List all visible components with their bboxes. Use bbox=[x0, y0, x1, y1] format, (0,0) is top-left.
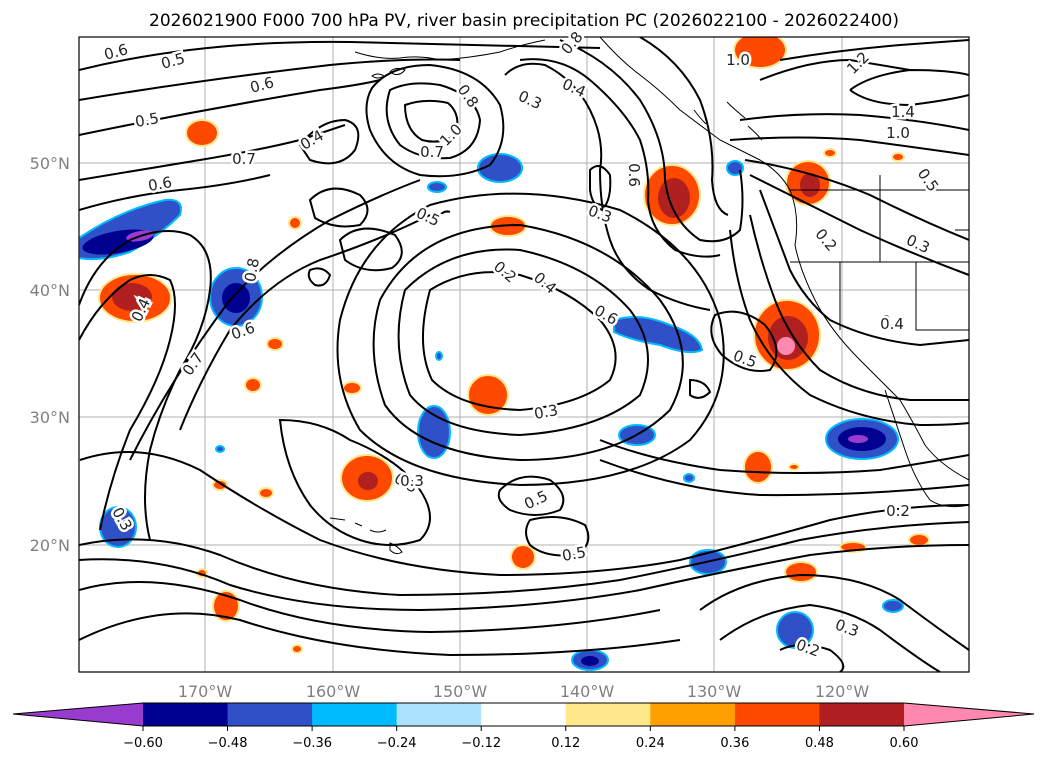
precip-positive-ne-pac bbox=[643, 164, 701, 226]
contour-label-halo: 0.2 bbox=[886, 502, 910, 520]
precip-blobs bbox=[79, 37, 930, 671]
precip-positive-south-mid bbox=[510, 544, 536, 570]
contour-label-halo: 0.7 bbox=[232, 150, 256, 168]
contour-label-halo: 0.4 bbox=[880, 315, 904, 333]
lat-label-50n: 50°N bbox=[30, 154, 70, 173]
contour-label: 0.5 bbox=[134, 109, 161, 131]
colorbar-cell bbox=[396, 703, 482, 726]
pv-contours bbox=[79, 37, 969, 672]
contour-label: 0.6 bbox=[248, 73, 276, 97]
colorbar-cell bbox=[565, 703, 651, 726]
colorbar-tick-label: 0.12 bbox=[551, 736, 580, 751]
contour-label-halo: 0.3 bbox=[400, 472, 424, 490]
coastline-north-america bbox=[599, 37, 969, 481]
graticule bbox=[79, 37, 969, 672]
contour-label-halo: 0.4 bbox=[881, 312, 905, 330]
contour-label-halo: 0.7 bbox=[420, 143, 444, 161]
colorbar-tick-label: 0.60 bbox=[890, 736, 919, 751]
lat-axis: 50°N 40°N 30°N 20°N bbox=[30, 154, 70, 555]
precip-negative-south-edge bbox=[571, 649, 609, 671]
precip-negative-subtropic-ne bbox=[825, 418, 899, 460]
lon-label-140w: 140°W bbox=[560, 682, 615, 701]
contour-label: 0.7 bbox=[420, 143, 444, 161]
precip-positive-hawaii bbox=[340, 454, 394, 502]
contour-label: 0.7 bbox=[232, 150, 256, 168]
contour-label-halo: 0.5 bbox=[561, 543, 588, 565]
colorbar-extend-low bbox=[13, 703, 143, 726]
contour-label-halo: 1.0 bbox=[726, 51, 750, 69]
contour-label: 0.4 bbox=[881, 312, 905, 330]
precip-positive-bc bbox=[733, 37, 787, 69]
colorbar-tick-label: 0.48 bbox=[805, 736, 834, 751]
lon-axis: 170°W 160°W 150°W 140°W 130°W 120°W bbox=[178, 682, 870, 701]
colorbar-cell bbox=[481, 703, 567, 726]
map-content bbox=[79, 37, 969, 672]
lat-label-20n: 20°N bbox=[30, 536, 70, 555]
contour-label-halo: 1.4 bbox=[891, 103, 915, 121]
precip-positive-baja bbox=[743, 450, 773, 484]
contour-label: 0.6 bbox=[102, 40, 130, 64]
lon-label-160w: 160°W bbox=[306, 682, 361, 701]
colorbar-cell bbox=[143, 703, 229, 726]
state-borders bbox=[790, 175, 969, 331]
map-title: 2026021900 F000 700 hPa PV, river basin … bbox=[149, 11, 899, 31]
contour-label-halo: 0.6 bbox=[625, 163, 643, 187]
colorbar-cell bbox=[227, 703, 313, 726]
colorbar-tick-label: 0.24 bbox=[636, 736, 665, 751]
colorbar-tick-label: 0.36 bbox=[720, 736, 749, 751]
precip-negative-central bbox=[417, 405, 451, 459]
precip-negative-se bbox=[776, 611, 814, 649]
colorbar-tick-label: −0.24 bbox=[377, 736, 417, 751]
colorbar-tick-label: −0.60 bbox=[123, 736, 163, 751]
colorbar-cell bbox=[734, 703, 820, 726]
colorbar-tick-label: −0.48 bbox=[208, 736, 248, 751]
contour-label: 1.0 bbox=[726, 51, 750, 69]
lon-label-150w: 150°W bbox=[433, 682, 488, 701]
colorbar-cell bbox=[819, 703, 905, 726]
colorbar-extend-high bbox=[904, 703, 1034, 726]
contour-label: 0.2 bbox=[886, 502, 910, 520]
precip-positive-se bbox=[784, 561, 818, 583]
map-frame bbox=[78, 36, 970, 673]
colorbar-tick-label: −0.12 bbox=[461, 736, 501, 751]
contour-label: 0.5 bbox=[561, 543, 588, 565]
contour-label: 0.4 bbox=[880, 315, 904, 333]
contour-label: 0.6 bbox=[625, 163, 643, 187]
precip-negative-north-central bbox=[477, 153, 523, 183]
lon-label-170w: 170°W bbox=[178, 682, 233, 701]
precip-positive-west bbox=[98, 273, 172, 323]
coastlines bbox=[329, 37, 969, 555]
lat-label-30n: 30°N bbox=[30, 408, 70, 427]
contour-label: 1.0 bbox=[886, 124, 910, 142]
colorbar: −0.60 −0.48 −0.36 −0.24 −0.12 0.12 0.24 0.36 0.4… bbox=[12, 702, 1035, 751]
contour-label: 0.5 bbox=[159, 49, 187, 73]
contour-label: 0.3 bbox=[533, 401, 560, 423]
contour-label-halo: 1.0 bbox=[886, 124, 910, 142]
hawaiian-islands bbox=[329, 517, 403, 555]
lon-label-120w: 120°W bbox=[815, 682, 870, 701]
lat-label-40n: 40°N bbox=[30, 281, 70, 300]
precip-positive-north bbox=[185, 119, 219, 147]
colorbar-cell bbox=[650, 703, 736, 726]
lon-label-130w: 130°W bbox=[687, 682, 742, 701]
contour-label: 0.8 bbox=[241, 257, 263, 284]
colorbar-tick-label: −0.36 bbox=[292, 736, 332, 751]
contour-label: 1.4 bbox=[891, 103, 915, 121]
contour-label: 0.6 bbox=[147, 173, 174, 195]
contour-label: 0.3 bbox=[400, 472, 424, 490]
colorbar-cell bbox=[312, 703, 398, 726]
